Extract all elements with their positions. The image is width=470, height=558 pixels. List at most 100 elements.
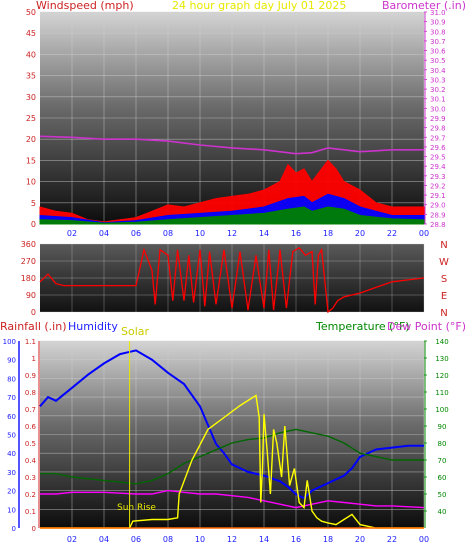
top-x-tick-label: 16 bbox=[291, 229, 301, 238]
windspeed-tick-label: 15 bbox=[26, 156, 36, 165]
barometer-tick-label: 30.2 bbox=[430, 86, 446, 94]
compass-label: E bbox=[441, 291, 447, 302]
temperature-tick-label: 50 bbox=[438, 491, 447, 499]
top-x-tick-label: 06 bbox=[131, 229, 141, 238]
barometer-line bbox=[39, 135, 424, 155]
barometer-tick-label: 30.6 bbox=[430, 48, 446, 56]
barometer-tick-label: 29.2 bbox=[430, 182, 446, 190]
sunrise-label: Sun Rise bbox=[117, 503, 156, 513]
compass-label: W bbox=[439, 257, 449, 268]
compass-label: N bbox=[440, 308, 447, 319]
bottom-x-tick-label: 08 bbox=[163, 535, 173, 544]
barometer-tick-label: 29.3 bbox=[430, 173, 446, 181]
windspeed-tick-label: 50 bbox=[26, 8, 36, 17]
top-x-tick-label: 00 bbox=[419, 229, 429, 238]
top-x-tick-label: 14 bbox=[259, 229, 269, 238]
chart-title: 24 hour graph day July 01 2025 bbox=[172, 0, 346, 12]
temperature-tick-label: 110 bbox=[435, 389, 448, 397]
bottom-x-tick-label: 14 bbox=[259, 535, 269, 544]
humidity-axis-label: Humidity bbox=[68, 320, 118, 333]
rainfall-tick-label: 0.7 bbox=[25, 406, 36, 414]
rainfall-axis-label: Rainfall (.in) bbox=[0, 320, 67, 333]
solar-axis-label: Solar bbox=[121, 325, 150, 338]
wind-barometer-grid bbox=[40, 11, 425, 225]
bottom-x-tick-label: 04 bbox=[99, 535, 109, 544]
barometer-tick-label: 31.0 bbox=[430, 9, 446, 17]
rainfall-tick-label: 0.4 bbox=[25, 457, 37, 465]
humidity-tick-label: 80 bbox=[7, 375, 16, 383]
humidity-tick-label: 30 bbox=[7, 469, 16, 477]
barometer-tick-label: 30.4 bbox=[430, 67, 446, 75]
compass-label: S bbox=[441, 274, 447, 285]
humidity-tick-label: 60 bbox=[7, 413, 16, 421]
humidity-tick-label: 70 bbox=[7, 394, 16, 402]
windspeed-axis-label: Windspeed (mph) bbox=[36, 0, 134, 12]
wind-direction-line bbox=[39, 246, 425, 314]
direction-tick-label: 270 bbox=[21, 257, 36, 266]
rainfall-tick-label: 0.6 bbox=[25, 423, 37, 431]
top-x-tick-label: 04 bbox=[99, 229, 109, 238]
bottom-x-tick-label: 20 bbox=[355, 535, 365, 544]
wind-barometer-panel: 02 04 06 08 10 12 14 16 18 20 22 000510152025303540… bbox=[26, 0, 466, 238]
windspeed-tick-label: 45 bbox=[26, 29, 36, 38]
wind-direction-series bbox=[39, 246, 425, 314]
temperature-tick-label: 140 bbox=[435, 338, 448, 346]
windspeed-tick-label: 0 bbox=[31, 220, 36, 229]
top-x-tick-label: 18 bbox=[323, 229, 333, 238]
temperature-tick-label: 100 bbox=[435, 406, 448, 414]
barometer-tick-label: 29.4 bbox=[430, 163, 446, 171]
dew-point-axis-label: Dew Point (°F) bbox=[387, 320, 466, 333]
wind-direction-grid bbox=[40, 243, 425, 313]
bottom-x-tick-label: 18 bbox=[323, 535, 333, 544]
rainfall-tick-label: 0.2 bbox=[25, 491, 36, 499]
direction-tick-label: 180 bbox=[21, 274, 36, 283]
compass-label: N bbox=[440, 240, 447, 251]
windspeed-tick-label: 40 bbox=[26, 50, 36, 59]
barometer-tick-label: 28.9 bbox=[430, 211, 446, 219]
humidity-line bbox=[39, 349, 424, 500]
windspeed-tick-label: 30 bbox=[26, 93, 36, 102]
temp-humidity-ticks: 02 04 06 08 10 12 14 16 18 20 22 000102030405060708… bbox=[3, 338, 449, 544]
bottom-x-tick-label: 10 bbox=[195, 535, 205, 544]
temperature-tick-label: 40 bbox=[438, 508, 447, 516]
rainfall-tick-label: 0.3 bbox=[25, 474, 36, 482]
top-x-tick-label: 08 bbox=[163, 229, 173, 238]
barometer-tick-label: 29.1 bbox=[430, 192, 446, 200]
temperature-tick-label: 80 bbox=[438, 440, 447, 448]
barometer-tick-label: 30.8 bbox=[430, 28, 446, 36]
humidity-tick-label: 50 bbox=[7, 432, 16, 440]
barometer-tick-label: 30.9 bbox=[430, 19, 446, 27]
rainfall-tick-label: 1 bbox=[32, 355, 36, 363]
barometer-tick-label: 30.3 bbox=[430, 76, 446, 84]
top-x-tick-label: 10 bbox=[195, 229, 205, 238]
rainfall-tick-label: 0.9 bbox=[25, 372, 36, 380]
humidity-tick-label: 100 bbox=[3, 338, 16, 346]
barometer-tick-label: 29.9 bbox=[430, 115, 446, 123]
wind-direction-ticks: 0 N 90 E 180 S 270 W 360 N bbox=[21, 240, 449, 319]
temp-humidity-panel: 02 04 06 08 10 12 14 16 18 20 22 000102030405060708… bbox=[0, 320, 466, 544]
temperature-tick-label: 70 bbox=[438, 457, 447, 465]
temperature-tick-label: 60 bbox=[438, 474, 447, 482]
barometer-tick-label: 28.8 bbox=[430, 221, 446, 229]
top-x-tick-label: 12 bbox=[227, 229, 237, 238]
humidity-tick-label: 40 bbox=[7, 450, 16, 458]
solar-line bbox=[40, 394, 424, 529]
rainfall-tick-label: 0 bbox=[32, 525, 36, 533]
windspeed-tick-label: 25 bbox=[26, 114, 36, 123]
barometer-tick-label: 29.5 bbox=[430, 154, 446, 162]
barometer-tick-label: 30.7 bbox=[430, 38, 446, 46]
humidity-tick-label: 0 bbox=[12, 525, 16, 533]
top-x-tick-label: 02 bbox=[67, 229, 77, 238]
barometer-tick-label: 30.1 bbox=[430, 96, 446, 104]
direction-tick-label: 0 bbox=[31, 308, 36, 317]
windspeed-tick-label: 35 bbox=[26, 72, 36, 81]
temperature-tick-label: 90 bbox=[438, 423, 447, 431]
bottom-x-tick-label: 02 bbox=[67, 535, 77, 544]
humidity-tick-label: 10 bbox=[7, 506, 16, 514]
top-x-tick-label: 20 bbox=[355, 229, 365, 238]
humidity-tick-label: 90 bbox=[7, 357, 16, 365]
wind-barometer-ticks: 02 04 06 08 10 12 14 16 18 20 22 000510152025303540… bbox=[26, 8, 446, 238]
barometer-tick-label: 29.0 bbox=[430, 202, 446, 210]
